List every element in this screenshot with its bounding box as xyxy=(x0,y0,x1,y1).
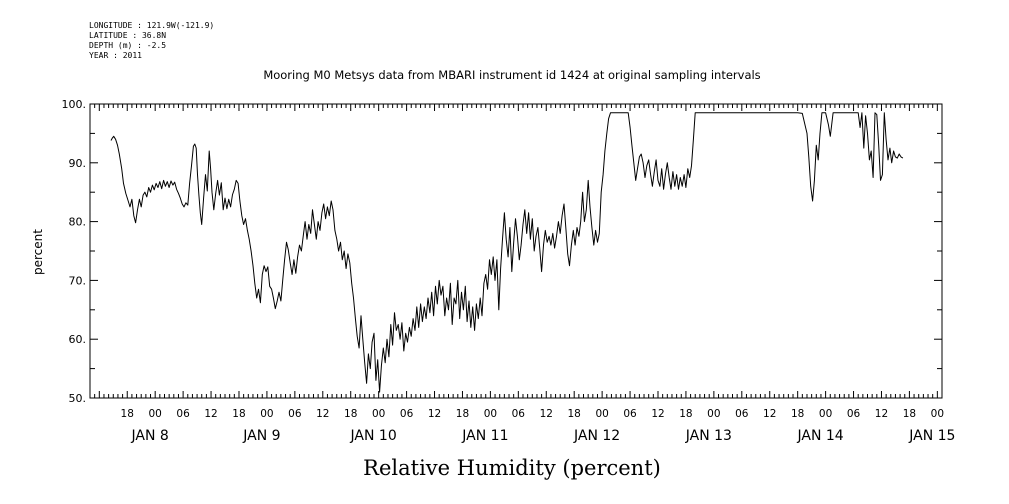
y-tick-label: 50. xyxy=(69,392,87,405)
x-day-label: JAN 10 xyxy=(350,428,397,444)
series-line xyxy=(110,112,904,393)
x-hour-label: 06 xyxy=(288,408,302,420)
x-hour-label: 18 xyxy=(568,408,581,420)
metadata-longitude: LONGITUDE : 121.9W(-121.9) xyxy=(89,21,215,30)
x-hour-label: 18 xyxy=(232,408,245,420)
x-hour-label: 00 xyxy=(819,408,832,420)
x-axis-label: Relative Humidity (percent) xyxy=(363,456,661,480)
x-hour-label: 12 xyxy=(763,408,776,420)
y-tick-label: 70. xyxy=(69,274,87,287)
x-hour-label: 18 xyxy=(456,408,469,420)
x-hour-label: 12 xyxy=(316,408,329,420)
x-hour-label: 18 xyxy=(903,408,916,420)
y-tick-label: 100. xyxy=(62,98,87,111)
x-day-label: JAN 12 xyxy=(573,428,620,444)
x-day-label: JAN 11 xyxy=(461,428,508,444)
x-day-label: JAN 15 xyxy=(908,428,955,444)
x-hour-label: 06 xyxy=(400,408,414,420)
x-hour-label: 18 xyxy=(121,408,134,420)
y-tick-label: 80. xyxy=(69,216,87,229)
x-day-label: JAN 8 xyxy=(131,428,169,444)
tick-labels: 50. 60. 70. 80. 90. 100. 18 00 06 12 18 00 06 12 18 00 0… xyxy=(62,98,956,444)
x-hour-label: 18 xyxy=(679,408,692,420)
x-hour-label: 18 xyxy=(344,408,357,420)
x-hour-label: 00 xyxy=(260,408,273,420)
x-day-label: JAN 9 xyxy=(242,428,280,444)
x-hour-label: 00 xyxy=(931,408,944,420)
metadata-block: LONGITUDE : 121.9W(-121.9) LATITUDE : 36… xyxy=(89,21,214,61)
metadata-depth: DEPTH (m) : -2.5 xyxy=(89,41,167,50)
x-hour-label: 00 xyxy=(595,408,608,420)
x-day-label: JAN 13 xyxy=(685,428,732,444)
y-tick-label: 60. xyxy=(69,333,87,346)
x-hour-label: 12 xyxy=(204,408,217,420)
metadata-latitude: LATITUDE : 36.8N xyxy=(89,31,167,40)
chart-title: Mooring M0 Metsys data from MBARI instru… xyxy=(263,68,760,82)
x-hour-label: 12 xyxy=(875,408,888,420)
x-day-label: JAN 14 xyxy=(797,428,844,444)
x-hour-label: 06 xyxy=(735,408,749,420)
x-hour-label: 12 xyxy=(651,408,664,420)
metadata-year: YEAR : 2011 xyxy=(89,51,142,60)
x-hour-label: 00 xyxy=(148,408,161,420)
axis-ticks xyxy=(89,103,943,399)
y-axis-label: percent xyxy=(31,229,45,275)
plot-frame xyxy=(89,103,943,399)
x-hour-label: 06 xyxy=(847,408,861,420)
x-hour-label: 06 xyxy=(623,408,637,420)
x-hour-label: 00 xyxy=(484,408,497,420)
x-hour-label: 12 xyxy=(428,408,441,420)
x-hour-label: 00 xyxy=(707,408,720,420)
y-tick-label: 90. xyxy=(69,157,87,170)
x-hour-label: 12 xyxy=(540,408,553,420)
x-hour-label: 00 xyxy=(372,408,385,420)
x-hour-label: 06 xyxy=(176,408,190,420)
x-hour-label: 18 xyxy=(791,408,804,420)
series-layer xyxy=(110,112,904,393)
x-hour-label: 06 xyxy=(512,408,526,420)
